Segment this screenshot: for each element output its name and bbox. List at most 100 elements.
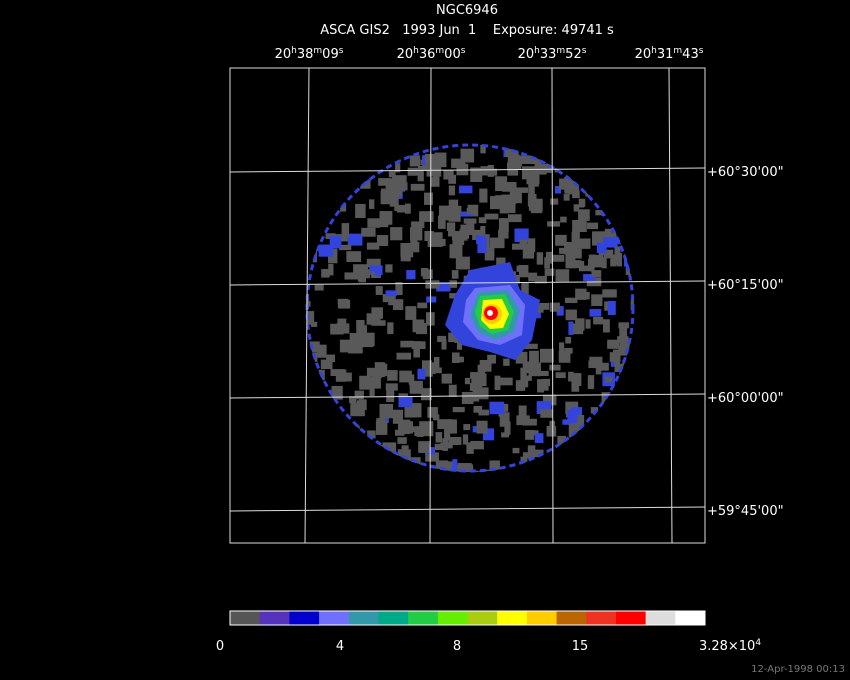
axis-labels: 20h38m09s 20h36m00s 20h33m52s 20h31m43s+60°… [275, 46, 784, 519]
noise [507, 155, 523, 167]
noise [328, 263, 334, 276]
noise [505, 144, 516, 158]
noise [396, 352, 412, 360]
noise [424, 230, 434, 242]
noise [530, 201, 543, 214]
ra-label: 20h38m09s [275, 46, 344, 62]
noise [469, 382, 475, 391]
noise [472, 229, 482, 241]
label-part: 15 [572, 639, 589, 654]
noise [554, 186, 562, 194]
noise [483, 428, 495, 441]
label-part: 31 [657, 47, 674, 62]
noise [578, 201, 585, 208]
noise [479, 359, 492, 372]
noise [392, 409, 404, 424]
noise [614, 358, 620, 372]
noise [518, 264, 529, 278]
noise [366, 242, 380, 250]
noise [318, 244, 334, 257]
noise [525, 375, 532, 381]
noise [498, 229, 509, 239]
noise [529, 449, 544, 458]
noise [587, 375, 595, 388]
noise [385, 383, 398, 391]
ra-label: 20h36m00s [397, 46, 466, 62]
label-part: m [435, 46, 444, 56]
noise [361, 227, 376, 237]
noise [433, 356, 440, 370]
noise [435, 432, 443, 443]
noise [346, 251, 362, 263]
noise [455, 256, 470, 270]
noise [358, 276, 367, 283]
label-part: 20 [635, 47, 652, 62]
colorbar-cell [289, 611, 320, 625]
noise [549, 364, 561, 371]
noise [610, 254, 618, 265]
noise [555, 269, 570, 282]
noise [571, 407, 583, 419]
noise [601, 257, 607, 269]
noise [559, 178, 568, 190]
noise [426, 296, 437, 303]
colorbar-cell [526, 611, 558, 625]
noise [575, 238, 591, 249]
noise [411, 221, 425, 228]
noise [366, 313, 381, 325]
noise [463, 218, 477, 224]
noise [516, 415, 530, 426]
noise [425, 196, 433, 205]
noise [480, 166, 494, 176]
noise [534, 433, 544, 444]
noise [498, 198, 511, 209]
colorbar-cell [645, 611, 676, 625]
noise [354, 390, 364, 400]
noise [521, 155, 536, 164]
noise [347, 233, 363, 246]
noise [411, 403, 422, 418]
label-part: s [461, 46, 466, 56]
label-part: h [291, 46, 297, 56]
noise [387, 370, 398, 381]
noise [434, 443, 447, 451]
noise [457, 356, 464, 363]
noise [549, 302, 560, 312]
noise [503, 358, 510, 366]
noise [538, 381, 549, 391]
noise [452, 239, 465, 246]
noise [498, 218, 509, 233]
noise [487, 164, 494, 177]
noise [577, 414, 585, 426]
noise [604, 301, 612, 311]
label-part: 20 [518, 47, 535, 62]
noise [498, 377, 513, 386]
noise [417, 165, 428, 171]
noise [411, 341, 426, 349]
noise [613, 349, 625, 356]
label-part: s [339, 46, 344, 56]
noise [406, 270, 416, 280]
noise [519, 239, 528, 247]
colorbar-cell [408, 611, 439, 625]
noise [396, 205, 410, 213]
noise [496, 257, 506, 267]
source [445, 262, 540, 360]
noise [417, 170, 424, 182]
noise [572, 190, 580, 199]
noise [321, 268, 330, 278]
noise [499, 412, 510, 427]
dec-label: +60°00'00" [707, 391, 784, 406]
noise [456, 340, 463, 350]
noise [336, 323, 350, 334]
noise [404, 406, 416, 418]
noise [522, 361, 535, 374]
noise [583, 274, 596, 281]
noise [433, 173, 440, 183]
noise [579, 291, 590, 300]
noise [578, 265, 593, 272]
noise [314, 284, 324, 291]
noise [550, 198, 559, 205]
noise [437, 335, 447, 342]
